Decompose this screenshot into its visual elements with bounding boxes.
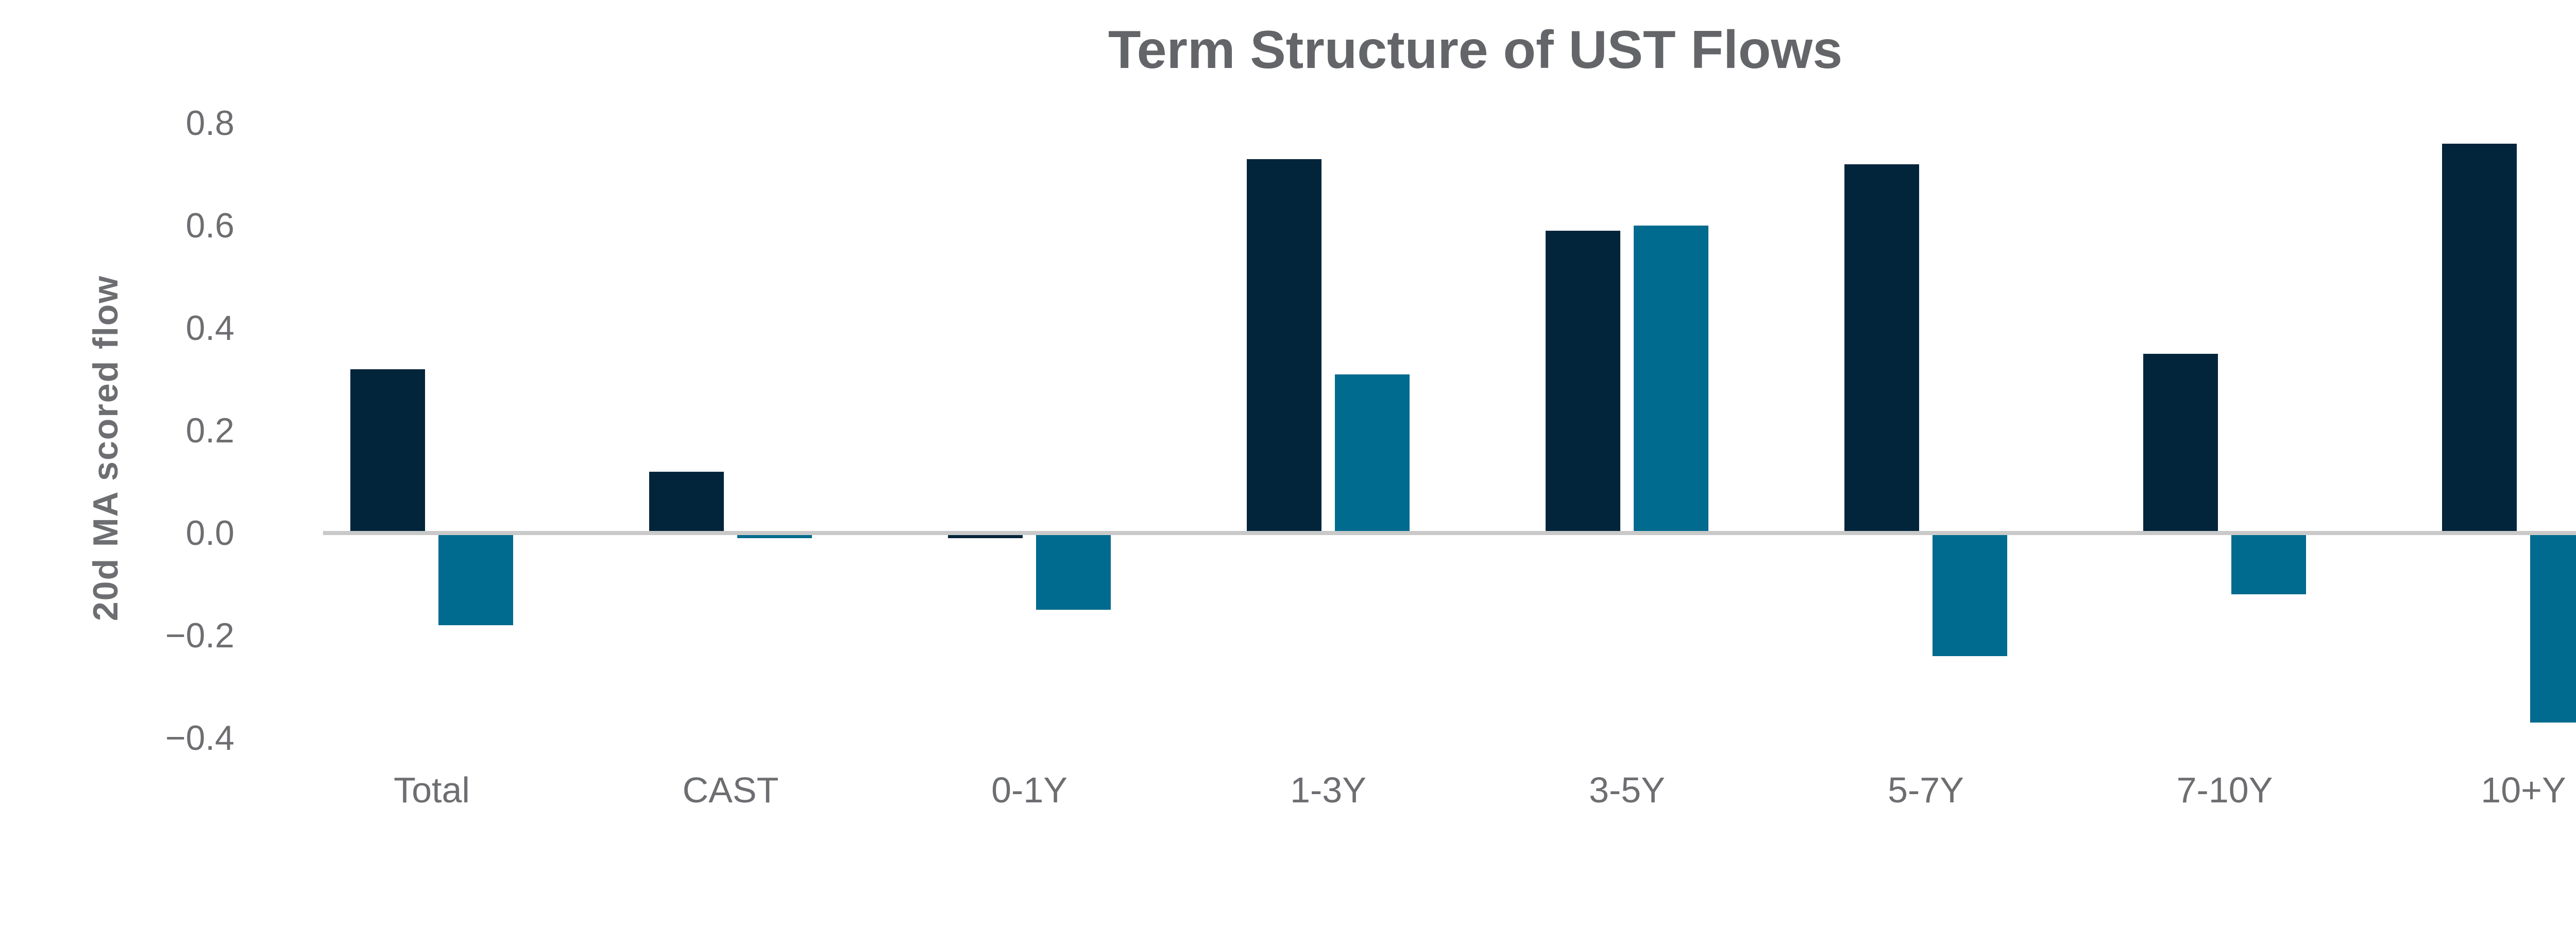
- bar-cross-border-0-1y: [1036, 533, 1111, 610]
- bar-cross-border-cast: [737, 533, 812, 538]
- bar-total-3-5y: [1546, 231, 1620, 533]
- bar-total-7-10y: [2143, 354, 2218, 533]
- x-tick-label-total: Total: [394, 770, 470, 810]
- bar-total-0-1y: [948, 533, 1023, 538]
- y-tick-label-−0.2: −0.2: [165, 616, 234, 655]
- bar-cross-border-10plusy: [2530, 533, 2576, 723]
- x-tick-label-10plusy: 10+Y: [2481, 770, 2566, 810]
- bar-cross-border-7-10y: [2231, 533, 2306, 594]
- zero-baseline: [323, 531, 2576, 535]
- bar-total-cast: [649, 472, 724, 533]
- bar-cross-border-1-3y: [1335, 374, 1410, 533]
- bar-total-5-7y: [1844, 164, 1919, 533]
- bar-cross-border-total: [438, 533, 513, 625]
- x-tick-label-cast: CAST: [682, 770, 779, 810]
- bar-cross-border-5-7y: [1933, 533, 2007, 656]
- y-tick-label-0.4: 0.4: [185, 308, 234, 348]
- y-tick-label-−0.4: −0.4: [165, 718, 234, 758]
- x-tick-label-1-3y: 1-3Y: [1290, 770, 1366, 810]
- bar-total-1-3y: [1247, 159, 1321, 533]
- chart-footer: Total Cross border Data as of 2026-02-12…: [0, 850, 2576, 927]
- chart-title: Term Structure of UST Flows: [1108, 20, 1843, 80]
- y-tick-label-0.6: 0.6: [185, 206, 234, 245]
- y-tick-label-0.0: 0.0: [185, 513, 234, 553]
- x-tick-label-7-10y: 7-10Y: [2176, 770, 2273, 810]
- x-tick-label-5-7y: 5-7Y: [1888, 770, 1964, 810]
- x-tick-label-0-1y: 0-1Y: [991, 770, 1067, 810]
- y-tick-label-0.2: 0.2: [185, 411, 234, 450]
- bar-cross-border-3-5y: [1634, 226, 1708, 533]
- bar-total-total: [350, 369, 425, 533]
- x-tick-label-3-5y: 3-5Y: [1589, 770, 1665, 810]
- y-tick-label-0.8: 0.8: [185, 104, 234, 143]
- bar-total-10plusy: [2442, 144, 2517, 533]
